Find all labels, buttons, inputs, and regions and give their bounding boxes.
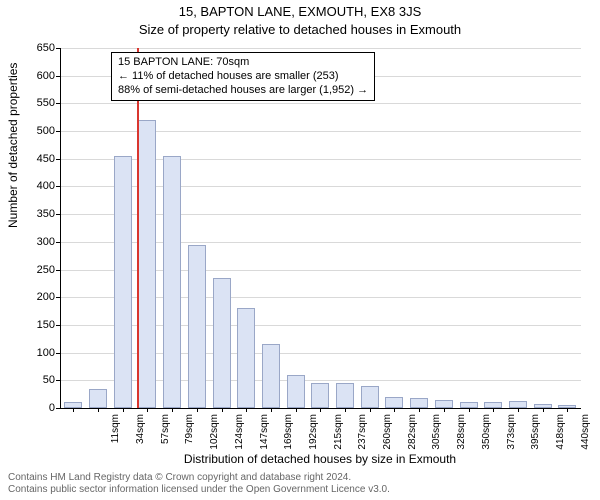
x-tick-label: 282sqm: [407, 414, 418, 454]
y-tick-mark: [56, 380, 60, 381]
histogram-bar: [435, 400, 453, 408]
y-tick-mark: [56, 103, 60, 104]
y-tick-label: 300: [0, 236, 55, 248]
x-tick-label: 11sqm: [110, 414, 121, 454]
y-tick-mark: [56, 353, 60, 354]
footer-text: Contains HM Land Registry data © Crown c…: [8, 472, 390, 496]
x-tick-mark: [271, 408, 272, 412]
y-tick-mark: [56, 325, 60, 326]
x-tick-label: 260sqm: [382, 414, 393, 454]
y-tick-mark: [56, 242, 60, 243]
y-tick-label: 150: [0, 319, 55, 331]
x-tick-label: 34sqm: [135, 414, 146, 454]
y-tick-mark: [56, 131, 60, 132]
x-tick-mark: [172, 408, 173, 412]
y-tick-mark: [56, 76, 60, 77]
page-title: 15, BAPTON LANE, EXMOUTH, EX8 3JS: [0, 4, 600, 19]
page-subtitle: Size of property relative to detached ho…: [0, 22, 600, 37]
x-tick-mark: [98, 408, 99, 412]
histogram-bar: [213, 278, 231, 408]
y-tick-label: 50: [0, 374, 55, 386]
y-tick-mark: [56, 214, 60, 215]
y-tick-label: 0: [0, 402, 55, 414]
y-tick-label: 100: [0, 347, 55, 359]
y-tick-label: 650: [0, 42, 55, 54]
y-tick-label: 350: [0, 208, 55, 220]
x-tick-mark: [73, 408, 74, 412]
histogram-bar: [410, 398, 428, 408]
y-tick-label: 550: [0, 97, 55, 109]
y-tick-mark: [56, 297, 60, 298]
x-tick-label: 79sqm: [184, 414, 195, 454]
footer-line: Contains HM Land Registry data © Crown c…: [8, 472, 390, 484]
x-axis-label: Distribution of detached houses by size …: [60, 452, 580, 466]
x-tick-mark: [493, 408, 494, 412]
property-marker-line: [137, 48, 139, 408]
x-tick-label: 169sqm: [283, 414, 294, 454]
x-tick-mark: [197, 408, 198, 412]
x-tick-label: 328sqm: [456, 414, 467, 454]
histogram-bar: [287, 375, 305, 408]
x-tick-mark: [147, 408, 148, 412]
histogram-bar: [509, 401, 527, 408]
histogram-bar: [311, 383, 329, 408]
y-tick-mark: [56, 48, 60, 49]
y-tick-label: 450: [0, 153, 55, 165]
x-tick-mark: [222, 408, 223, 412]
x-tick-label: 124sqm: [234, 414, 245, 454]
x-tick-label: 440sqm: [580, 414, 591, 454]
x-tick-mark: [469, 408, 470, 412]
x-tick-label: 215sqm: [333, 414, 344, 454]
histogram-bar: [385, 397, 403, 408]
footer-line: Contains public sector information licen…: [8, 484, 390, 496]
x-tick-mark: [296, 408, 297, 412]
x-tick-mark: [419, 408, 420, 412]
x-tick-label: 57sqm: [160, 414, 171, 454]
histogram-bar: [114, 156, 132, 408]
y-tick-label: 200: [0, 291, 55, 303]
x-tick-label: 192sqm: [308, 414, 319, 454]
x-tick-mark: [518, 408, 519, 412]
annotation-line: 88% of semi-detached houses are larger (…: [118, 84, 368, 98]
histogram-bar: [237, 308, 255, 408]
x-tick-mark: [123, 408, 124, 412]
annotation-line: ← 11% of detached houses are smaller (25…: [118, 70, 368, 84]
x-tick-label: 305sqm: [431, 414, 442, 454]
y-tick-label: 400: [0, 180, 55, 192]
x-tick-label: 418sqm: [555, 414, 566, 454]
y-tick-mark: [56, 186, 60, 187]
x-tick-label: 350sqm: [481, 414, 492, 454]
histogram-plot: 15 BAPTON LANE: 70sqm ← 11% of detached …: [60, 48, 581, 409]
y-tick-label: 250: [0, 264, 55, 276]
annotation-box: 15 BAPTON LANE: 70sqm ← 11% of detached …: [111, 52, 375, 101]
x-tick-mark: [444, 408, 445, 412]
x-tick-mark: [394, 408, 395, 412]
y-tick-mark: [56, 159, 60, 160]
x-tick-mark: [567, 408, 568, 412]
y-tick-mark: [56, 408, 60, 409]
histogram-bar: [188, 245, 206, 408]
histogram-bar: [336, 383, 354, 408]
x-tick-label: 237sqm: [357, 414, 368, 454]
y-tick-mark: [56, 270, 60, 271]
x-tick-mark: [345, 408, 346, 412]
x-tick-label: 147sqm: [259, 414, 270, 454]
x-tick-label: 373sqm: [506, 414, 517, 454]
histogram-bar: [361, 386, 379, 408]
x-tick-mark: [370, 408, 371, 412]
y-tick-label: 500: [0, 125, 55, 137]
histogram-bar: [138, 120, 156, 408]
histogram-bar: [89, 389, 107, 408]
histogram-bar: [163, 156, 181, 408]
histogram-bar: [262, 344, 280, 408]
x-tick-label: 102sqm: [209, 414, 220, 454]
x-tick-mark: [320, 408, 321, 412]
y-axis-label: Number of detached properties: [6, 63, 20, 228]
x-tick-mark: [246, 408, 247, 412]
annotation-line: 15 BAPTON LANE: 70sqm: [118, 56, 368, 70]
x-tick-label: 395sqm: [530, 414, 541, 454]
x-tick-mark: [543, 408, 544, 412]
y-tick-label: 600: [0, 70, 55, 82]
